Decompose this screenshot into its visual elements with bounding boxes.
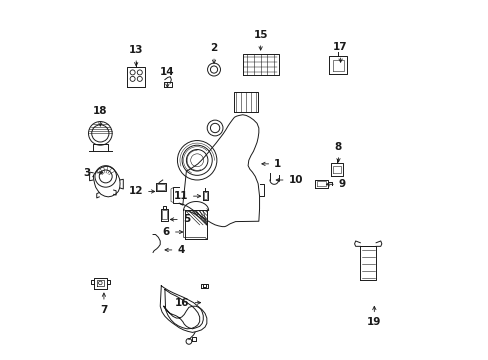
Text: 4: 4 <box>177 245 184 255</box>
Text: 18: 18 <box>93 106 107 116</box>
Text: 10: 10 <box>288 175 303 185</box>
Text: 8: 8 <box>334 142 342 152</box>
Text: 15: 15 <box>253 30 267 40</box>
Text: 5: 5 <box>183 215 190 224</box>
Text: 11: 11 <box>173 191 187 201</box>
Text: 12: 12 <box>128 186 142 197</box>
Text: 7: 7 <box>100 305 107 315</box>
Text: 16: 16 <box>175 298 189 308</box>
Text: 6: 6 <box>163 227 169 237</box>
Text: 2: 2 <box>210 44 217 53</box>
Text: 1: 1 <box>274 159 281 169</box>
Text: 17: 17 <box>333 42 347 52</box>
Text: 19: 19 <box>366 318 381 327</box>
Text: 14: 14 <box>160 67 174 77</box>
Text: 3: 3 <box>83 168 91 178</box>
Text: 13: 13 <box>129 45 143 55</box>
Text: 9: 9 <box>338 179 345 189</box>
